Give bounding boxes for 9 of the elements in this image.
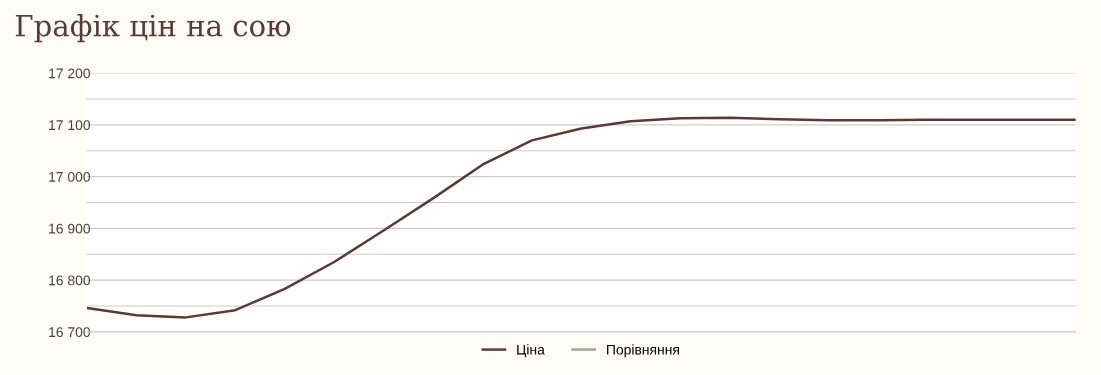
y-tick-label: 16 700	[49, 327, 91, 338]
y-tick-label: 17 100	[49, 120, 91, 131]
y-tick-label: 17 000	[49, 171, 91, 182]
y-tick-label: 17 200	[49, 68, 91, 79]
legend-label: Порівняння	[607, 344, 679, 358]
y-tick-label: 16 800	[49, 275, 91, 286]
chart-title: Графік цін на сою	[15, 14, 291, 43]
y-tick-label: 16 900	[49, 223, 91, 234]
legend-label: Ціна	[517, 344, 545, 358]
